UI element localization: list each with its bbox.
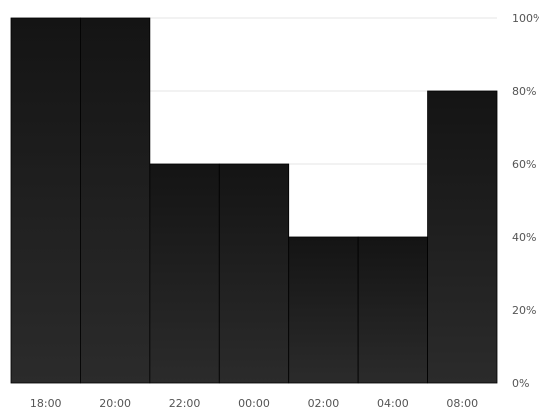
x-tick-label: 00:00 bbox=[238, 397, 270, 408]
bar-2200[interactable] bbox=[149, 163, 220, 384]
y-tick-label: 40% bbox=[512, 231, 536, 244]
y-tick-label: 20% bbox=[512, 304, 536, 317]
x-axis-ticks: 18:00 20:00 22:00 00:00 02:00 04:00 08:00 bbox=[30, 397, 478, 410]
y-tick-label: 0% bbox=[512, 377, 529, 390]
x-tick-label: 22:00 bbox=[169, 397, 201, 408]
x-tick-label: 04:00 bbox=[377, 397, 409, 408]
x-tick-label: 02:00 bbox=[308, 397, 340, 408]
bar-1800[interactable] bbox=[10, 17, 81, 384]
x-tick-label: 20:00 bbox=[99, 397, 131, 408]
x-tick-label: 18:00 bbox=[30, 397, 62, 408]
y-tick-label: 100% bbox=[512, 12, 539, 25]
bars bbox=[10, 17, 498, 384]
bar-0800[interactable] bbox=[427, 90, 498, 384]
bar-0400[interactable] bbox=[357, 236, 428, 384]
bar-2000[interactable] bbox=[80, 17, 151, 384]
y-tick-label: 80% bbox=[512, 85, 536, 98]
y-tick-label: 60% bbox=[512, 158, 536, 171]
bar-0000[interactable] bbox=[218, 163, 290, 384]
y-axis-ticks: 0% 20% 40% 60% 80% 100% bbox=[512, 12, 539, 390]
bar-0200[interactable] bbox=[288, 236, 359, 384]
x-tick-label: 08:00 bbox=[446, 397, 478, 408]
